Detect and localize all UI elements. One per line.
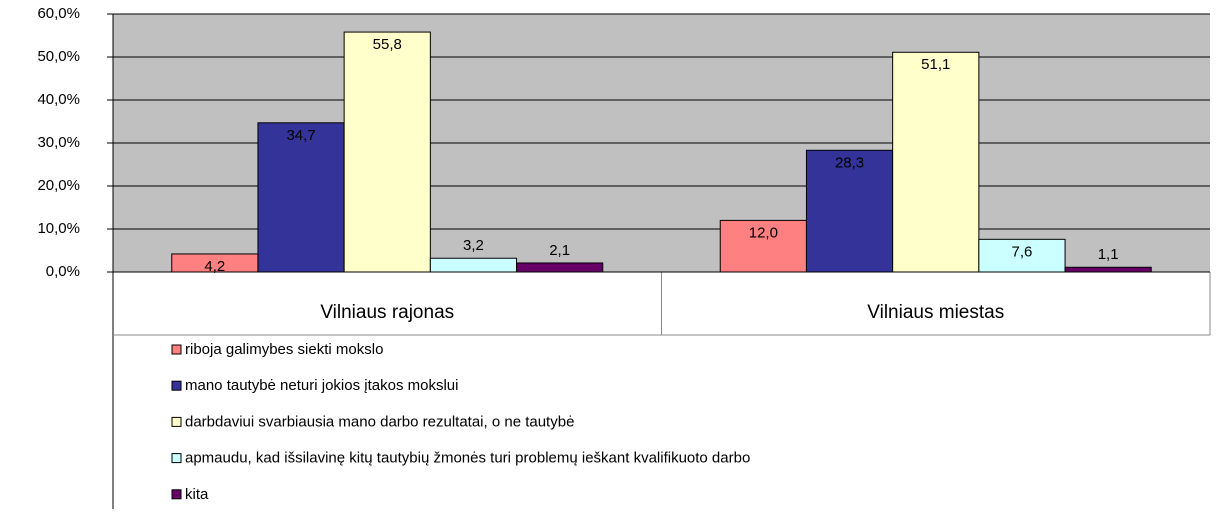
bar bbox=[978, 238, 1066, 273]
bar bbox=[516, 262, 604, 273]
bar bbox=[1064, 266, 1152, 273]
data-label: 1,1 bbox=[1098, 246, 1119, 263]
data-label: 34,7 bbox=[286, 127, 315, 144]
legend-swatch bbox=[171, 453, 182, 464]
y-tick-label: 40,0% bbox=[37, 91, 80, 108]
y-tick-label: 30,0% bbox=[37, 134, 80, 151]
data-label: 55,8 bbox=[373, 36, 402, 53]
data-label: 4,2 bbox=[204, 258, 225, 275]
data-label: 28,3 bbox=[835, 154, 864, 171]
y-tick-label: 10,0% bbox=[37, 220, 80, 237]
data-label: 51,1 bbox=[921, 56, 950, 73]
y-tick-label: 60,0% bbox=[37, 5, 80, 22]
y-tick-label: 50,0% bbox=[37, 48, 80, 65]
data-label: 2,1 bbox=[549, 242, 570, 259]
x-tick-label: Vilniaus rajonas bbox=[320, 302, 454, 323]
data-label: 3,2 bbox=[463, 237, 484, 254]
legend-swatch bbox=[171, 380, 182, 391]
legend-label: kita bbox=[185, 486, 209, 503]
legend-swatch bbox=[171, 489, 182, 500]
legend-label: darbdaviui svarbiausia mano darbo rezult… bbox=[185, 413, 574, 430]
data-label: 7,6 bbox=[1012, 243, 1033, 260]
y-tick-label: 0,0% bbox=[46, 263, 80, 280]
bar bbox=[429, 257, 518, 273]
legend-swatch bbox=[171, 344, 182, 355]
bar bbox=[805, 149, 894, 273]
bar bbox=[892, 51, 980, 273]
x-tick-label: Vilniaus miestas bbox=[867, 302, 1004, 323]
legend-swatch bbox=[171, 416, 182, 427]
y-tick-label: 20,0% bbox=[37, 177, 80, 194]
data-label: 12,0 bbox=[749, 224, 778, 241]
legend-label: mano tautybė neturi jokios įtakos mokslu… bbox=[185, 377, 458, 394]
legend-label: riboja galimybes siekti mokslo bbox=[185, 341, 383, 358]
bar bbox=[343, 31, 431, 273]
legend-label: apmaudu, kad išsilavinę kitų tautybių žm… bbox=[185, 450, 750, 467]
bar bbox=[257, 122, 345, 273]
